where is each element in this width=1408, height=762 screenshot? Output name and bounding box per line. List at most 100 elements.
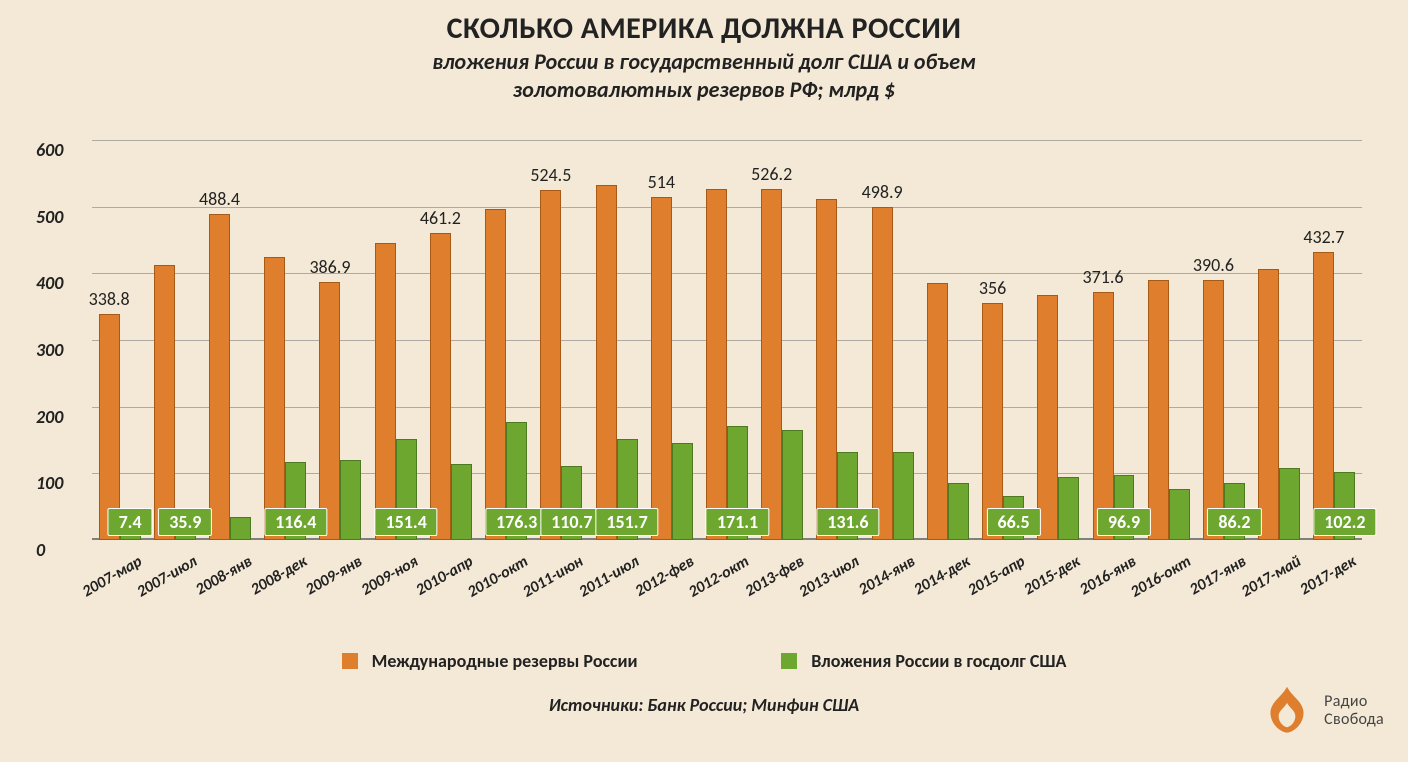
source-logo: Радио Свобода [1260,684,1384,738]
bar-group: 386.9 [313,140,368,540]
reserves-value-label: 526.2 [722,163,822,185]
legend-swatch-usdebt [781,653,797,669]
sources-line: Источники: Банк России; Минфин США [0,694,1408,716]
usdebt-bar [893,452,914,540]
usdebt-value-label: 131.6 [816,508,879,536]
plot-area: 338.87.435.9488.4116.4386.9151.4461.2176… [92,140,1362,540]
usdebt-value-label: 110.7 [540,508,603,536]
reserves-value-label: 432.7 [1274,226,1374,248]
reserves-bar [209,214,230,540]
reserves-bar [651,197,672,540]
usdebt-value-label: 151.7 [595,508,658,536]
reserves-value-label: 390.6 [1163,254,1263,276]
reserves-bar [540,190,561,540]
reserves-bar [761,189,782,540]
reserves-value-label: 356 [943,277,1043,299]
bar-group: 338.87.4 [92,140,147,540]
usdebt-bar [1058,477,1079,540]
bar-group [1031,140,1086,540]
bar-group: 171.1 [699,140,754,540]
usdebt-bar [1169,489,1190,540]
usdebt-bar [451,464,472,540]
reserves-bar [1313,252,1334,540]
x-axis-labels: 2007-мар2007-июл2008-янв2008-дек2009-янв… [92,540,1362,620]
reserves-bar [1203,280,1224,540]
subtitle-line-2: золотовалютных резервов РФ; млрд $ [513,76,895,103]
y-tick-label: 600 [36,139,63,161]
bar-group: 151.4 [368,140,423,540]
reserves-value-label: 514 [611,171,711,193]
reserves-bar [596,185,617,540]
usdebt-value-label: 96.9 [1097,508,1151,536]
subtitle-line-1: вложения России в государственный долг С… [432,48,975,75]
reserves-value-label: 488.4 [170,188,270,210]
bar-group: 461.2 [423,140,478,540]
bar-group: 488.4 [202,140,257,540]
usdebt-value-label: 116.4 [264,508,327,536]
usdebt-value-label: 176.3 [485,508,548,536]
bar-group: 176.3 [479,140,534,540]
bar-group: 35666.5 [975,140,1030,540]
legend-label-usdebt: Вложения России в госдолг США [811,650,1066,672]
bar-group [920,140,975,540]
usdebt-bar [1279,468,1300,540]
reserves-value-label: 461.2 [390,207,490,229]
usdebt-value-label: 171.1 [706,508,769,536]
logo-line-1: Радио [1324,693,1384,711]
bar-group: 514 [644,140,699,540]
usdebt-value-label: 35.9 [158,508,212,536]
reserves-value-label: 498.9 [832,181,932,203]
legend-item-reserves: Международные резервы России [342,650,638,672]
reserves-value-label: 524.5 [501,164,601,186]
flame-icon [1260,684,1314,738]
reserves-bar [1258,269,1279,540]
y-tick-label: 100 [36,472,63,494]
reserves-bar [154,265,175,540]
usdebt-bar [230,517,251,540]
bar-group: 371.696.9 [1086,140,1141,540]
reserves-bar [485,209,506,540]
reserves-bar [1148,280,1169,540]
reserves-bar [927,283,948,540]
reserves-bar [982,303,1003,540]
usdebt-bar [782,430,803,540]
reserves-bar [872,207,893,540]
y-tick-label: 0 [36,539,45,561]
logo-text: Радио Свобода [1324,693,1384,730]
bar-group: 390.686.2 [1196,140,1251,540]
reserves-bar [1093,292,1114,540]
legend-label-reserves: Международные резервы России [372,650,638,672]
reserves-bar [706,189,727,540]
bar-group [1141,140,1196,540]
chart-page: СКОЛЬКО АМЕРИКА ДОЛЖНА РОССИИ вложения Р… [0,0,1408,762]
reserves-bar [264,257,285,540]
usdebt-bar [948,483,969,540]
reserves-bar [375,243,396,540]
legend-swatch-reserves [342,653,358,669]
usdebt-value-label: 102.2 [1313,508,1376,536]
y-tick-label: 300 [36,339,63,361]
y-tick-label: 500 [36,206,63,228]
reserves-value-label: 338.8 [59,288,159,310]
logo-line-2: Свобода [1324,711,1384,729]
reserves-bar [816,199,837,540]
usdebt-bar [672,443,693,540]
bar-group: 498.9 [865,140,920,540]
reserves-bar [99,314,120,540]
reserves-bar [319,282,340,540]
reserves-value-label: 371.6 [1053,266,1153,288]
usdebt-value-label: 66.5 [986,508,1040,536]
bar-group: 524.5110.7 [534,140,589,540]
legend: Международные резервы России Вложения Ро… [0,650,1408,672]
usdebt-value-label: 151.4 [375,508,438,536]
chart-subtitle: вложения России в государственный долг С… [0,48,1408,103]
bar-group: 116.4 [258,140,313,540]
bar-group [1252,140,1307,540]
usdebt-value-label: 86.2 [1207,508,1261,536]
bar-group: 151.7 [589,140,644,540]
usdebt-bar [340,460,361,540]
legend-item-usdebt: Вложения России в госдолг США [781,650,1066,672]
reserves-value-label: 386.9 [280,256,380,278]
bar-group: 432.7102.2 [1307,140,1362,540]
usdebt-value-label: 7.4 [108,508,153,536]
